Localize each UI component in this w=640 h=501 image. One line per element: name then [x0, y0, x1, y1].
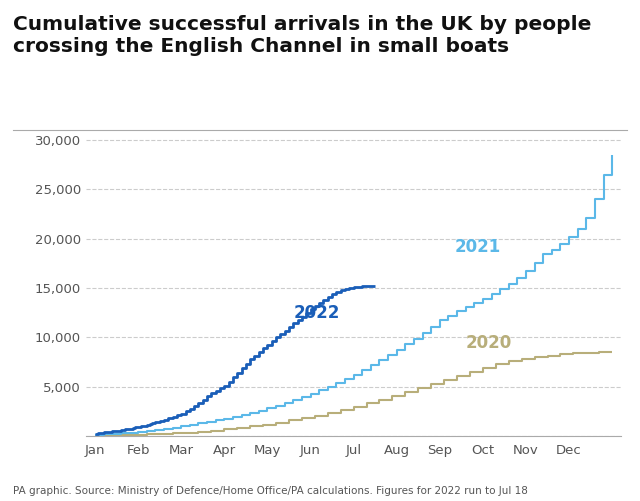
Text: 2020: 2020 [466, 334, 512, 352]
Text: Cumulative successful arrivals in the UK by people
crossing the English Channel : Cumulative successful arrivals in the UK… [13, 15, 591, 56]
Text: PA graphic. Source: Ministry of Defence/Home Office/PA calculations. Figures for: PA graphic. Source: Ministry of Defence/… [13, 486, 527, 496]
Text: 2022: 2022 [293, 304, 340, 322]
Text: 2021: 2021 [455, 237, 501, 256]
